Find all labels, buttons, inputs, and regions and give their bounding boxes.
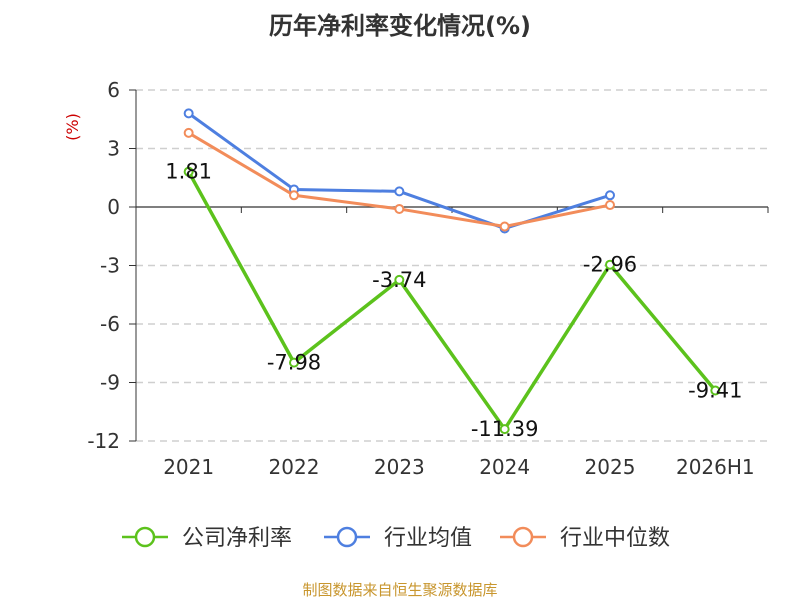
y-tick-label: 0	[107, 195, 120, 219]
data-point[interactable]	[394, 274, 405, 285]
x-tick-label: 2026H1	[676, 455, 755, 479]
legend-item[interactable]: 行业中位数	[500, 526, 670, 551]
legend[interactable]: 公司净利率 行业均值 行业中位数	[122, 526, 670, 551]
data-point[interactable]	[183, 127, 194, 138]
data-point[interactable]	[499, 424, 510, 435]
series-line	[187, 170, 717, 431]
data-label: -3.74	[372, 268, 426, 292]
series-2	[183, 127, 615, 232]
x-axis: 2021 2022 2023 2024 2025 2026H1	[135, 90, 769, 479]
y-tick-label: -12	[87, 429, 120, 453]
data-label: 1.81	[165, 160, 212, 184]
legend-label: 公司净利率	[182, 526, 292, 551]
data-label: -9.41	[688, 378, 742, 402]
legend-label: 行业均值	[384, 526, 472, 551]
data-label: -7.98	[267, 351, 321, 375]
y-tick-label: -9	[100, 371, 120, 395]
y-tick-label: 3	[107, 137, 120, 161]
data-source-note: 制图数据来自恒生聚源数据库	[302, 581, 497, 599]
data-labels: 1.81 -7.98 -3.74 -11.39 -2.96 -9.41	[165, 160, 742, 441]
data-point[interactable]	[289, 357, 299, 368]
data-label: -2.96	[583, 253, 637, 277]
data-point[interactable]	[394, 186, 405, 197]
legend-marker	[512, 526, 534, 548]
y-tick-label: -3	[100, 254, 120, 278]
legend-label: 行业中位数	[560, 526, 670, 551]
legend-item[interactable]: 行业均值	[324, 526, 472, 551]
legend-marker	[134, 526, 156, 548]
data-point[interactable]	[710, 385, 721, 396]
x-tick-label: 2024	[479, 455, 530, 479]
y-axis-unit: (%)	[63, 113, 82, 141]
data-point[interactable]	[605, 190, 615, 201]
x-tick-label: 2021	[163, 455, 214, 479]
chart-title: 历年净利率变化情况(%)	[269, 12, 531, 40]
data-point[interactable]	[394, 203, 405, 214]
x-tick-label: 2025	[585, 455, 636, 479]
data-label: -11.39	[471, 417, 539, 441]
y-tick-label: 6	[107, 78, 120, 102]
data-point[interactable]	[605, 200, 615, 211]
grid-lines	[136, 89, 768, 442]
data-point[interactable]	[499, 221, 510, 232]
data-point[interactable]	[183, 108, 194, 119]
x-tick-label: 2023	[374, 455, 425, 479]
y-tick-label: -6	[100, 312, 120, 336]
data-point[interactable]	[605, 259, 615, 270]
series-1	[183, 108, 615, 234]
legend-marker	[336, 526, 358, 548]
legend-item[interactable]: 公司净利率	[122, 526, 292, 551]
data-point[interactable]	[289, 190, 299, 201]
x-tick-label: 2022	[269, 455, 320, 479]
series-0	[183, 166, 721, 435]
series-lines	[183, 108, 721, 435]
y-axis-ticks: 6 3 0 -3 -6 -9 -12	[87, 78, 136, 453]
data-point[interactable]	[183, 166, 194, 177]
